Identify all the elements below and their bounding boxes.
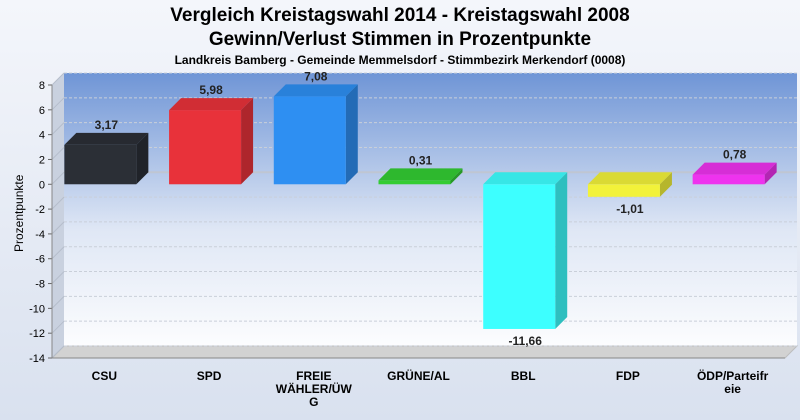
bar-top	[692, 162, 777, 175]
x-tick-label: ÖDP/Parteifr eie	[697, 368, 769, 396]
bar-side	[241, 98, 254, 185]
gridline-side	[51, 296, 65, 309]
gridline-side	[51, 320, 65, 334]
bar-front	[273, 96, 346, 185]
bar-top	[483, 172, 568, 185]
gridline-side	[51, 122, 65, 135]
x-tick-label: GRÜNE/AL	[387, 368, 450, 383]
bar-side	[345, 84, 358, 185]
bar	[587, 172, 672, 197]
y-tick-label: 8	[39, 80, 45, 92]
bar	[273, 84, 358, 185]
y-tick-label: 6	[39, 105, 45, 117]
x-tick-labels: CSU SPD FREIE WÄHLER/ÜW G GRÜNE/AL BBL FDP ÖDP/P…	[92, 368, 769, 409]
y-tick-label: 0	[39, 179, 45, 191]
bar	[64, 132, 149, 185]
y-tick-label: -6	[35, 254, 45, 266]
x-tick-label-line: BBL	[511, 369, 536, 383]
bar-side	[659, 172, 672, 197]
x-tick-label-line: G	[309, 395, 318, 409]
y-tick-labels: 8 6 4 2 0 -2 -4 -6 -8 -10 -12 -14	[29, 80, 52, 365]
plot-side-wall	[52, 73, 64, 358]
plot-floor	[50, 345, 799, 359]
bar-top	[587, 172, 672, 185]
gridline-side	[51, 97, 65, 111]
data-label: 0,78	[723, 148, 747, 162]
y-tick-label: -10	[29, 303, 45, 315]
gridline-side	[51, 72, 65, 86]
y-tick-label: 2	[39, 154, 45, 166]
x-tick-label-line: FREIE	[296, 369, 331, 383]
y-tick-label: -12	[29, 328, 45, 340]
bar	[378, 168, 463, 185]
data-label: 5,98	[199, 83, 223, 97]
gridline-side	[51, 221, 65, 235]
y-tick-label: 4	[39, 130, 45, 142]
bar-top	[64, 132, 149, 145]
gridline-side	[51, 271, 65, 284]
y-tick-label: -2	[35, 204, 45, 216]
data-label: 3,17	[95, 118, 119, 132]
bar-top	[273, 84, 358, 97]
gridline-side	[51, 345, 65, 359]
x-tick-label: BBL	[511, 369, 536, 383]
x-tick-label-line: ÖDP/Parteifr	[697, 368, 769, 383]
chart-title: Vergleich Kreistagswahl 2014 - Kreistags…	[170, 5, 630, 26]
data-label: 0,31	[409, 153, 433, 167]
bar-front	[169, 110, 242, 185]
bars	[64, 84, 777, 329]
bar-front	[692, 174, 765, 185]
plot-back-wall	[52, 73, 797, 358]
bar-front	[587, 184, 660, 197]
x-tick-label-line: GRÜNE/AL	[387, 368, 450, 383]
x-tick-label: SPD	[197, 369, 222, 383]
x-tick-label-line: WÄHLER/ÜW	[276, 381, 353, 396]
bar	[692, 162, 777, 185]
gridline-side	[51, 147, 65, 160]
bar-side	[136, 132, 149, 185]
data-label: -11,66	[509, 334, 543, 348]
gridline-side	[51, 246, 65, 260]
x-tick-label-line: FDP	[616, 369, 640, 383]
x-tick-label-line: eie	[724, 382, 741, 396]
bar-side	[764, 162, 777, 185]
chart-titles: Vergleich Kreistagswahl 2014 - Kreistags…	[0, 4, 800, 68]
x-tick-label-line: CSU	[92, 369, 117, 383]
gridline-side	[51, 171, 65, 185]
bar-top	[169, 98, 254, 111]
data-labels: 3,17 5,98 7,08 0,31 -11,66 -1,01 0,78	[95, 69, 747, 348]
y-tick-label: -14	[29, 353, 45, 365]
bar-front	[483, 184, 556, 329]
bar-front	[64, 144, 137, 185]
y-axis-label: Prozentpunkte	[12, 174, 26, 252]
bar-side	[555, 172, 568, 329]
gridline-side	[51, 196, 65, 210]
x-tick-label-line: SPD	[197, 369, 222, 383]
bar	[483, 172, 568, 329]
x-tick-label: FDP	[616, 369, 640, 383]
chart-subtitle-region: Landkreis Bamberg - Gemeinde Memmelsdorf…	[174, 53, 626, 67]
bar	[169, 98, 254, 185]
bar-side	[450, 168, 463, 185]
x-tick-label: CSU	[92, 369, 117, 383]
data-label: -1,01	[616, 202, 644, 216]
bar-top	[378, 168, 463, 181]
chart-subtitle: Gewinn/Verlust Stimmen in Prozentpunkte	[208, 29, 592, 50]
x-tick-label: FREIE WÄHLER/ÜW G	[276, 369, 353, 409]
bar-front	[378, 180, 451, 185]
data-label: 7,08	[304, 69, 328, 83]
y-tick-label: -4	[35, 229, 45, 241]
y-tick-label: -8	[35, 279, 45, 291]
